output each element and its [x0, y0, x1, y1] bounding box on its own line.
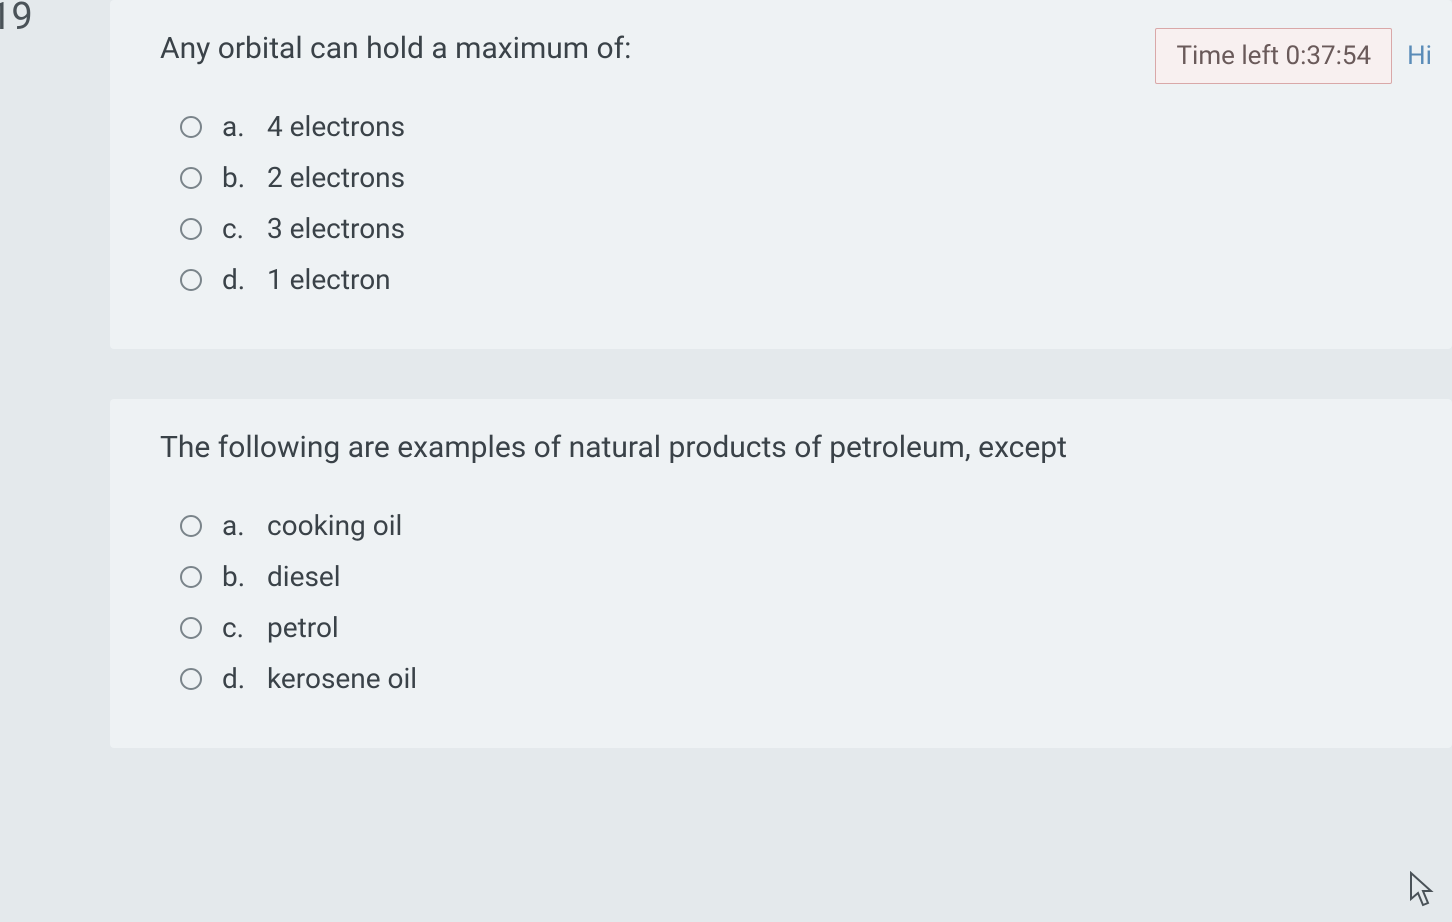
option-text: petrol [267, 611, 339, 644]
answer-option-2c[interactable]: c. petrol [160, 611, 1417, 644]
option-letter: a. [222, 110, 267, 143]
radio-1b[interactable] [180, 167, 202, 189]
timer-container: Time left 0:37:54 Hi [1155, 28, 1432, 84]
hide-timer-link[interactable]: Hi [1407, 41, 1432, 71]
option-text: 2 electrons [267, 161, 405, 194]
answer-option-1d[interactable]: d. 1 electron [160, 263, 1417, 296]
question-gap [0, 349, 1452, 399]
option-text: cooking oil [267, 509, 402, 542]
option-letter: c. [222, 212, 267, 245]
option-letter: b. [222, 161, 267, 194]
option-letter: b. [222, 560, 267, 593]
option-text: 1 electron [267, 263, 391, 296]
answer-option-1b[interactable]: b. 2 electrons [160, 161, 1417, 194]
radio-2a[interactable] [180, 515, 202, 537]
option-text: diesel [267, 560, 341, 593]
answer-option-2a[interactable]: a. cooking oil [160, 509, 1417, 542]
option-text: 3 electrons [267, 212, 405, 245]
option-text: 4 electrons [267, 110, 405, 143]
answer-option-2b[interactable]: b. diesel [160, 560, 1417, 593]
option-letter: d. [222, 662, 267, 695]
radio-2c[interactable] [180, 617, 202, 639]
radio-1c[interactable] [180, 218, 202, 240]
option-letter: a. [222, 509, 267, 542]
timer-badge: Time left 0:37:54 [1155, 28, 1392, 84]
radio-1a[interactable] [180, 116, 202, 138]
cursor-icon [1409, 871, 1437, 917]
radio-2d[interactable] [180, 668, 202, 690]
option-letter: d. [222, 263, 267, 296]
radio-1d[interactable] [180, 269, 202, 291]
option-letter: c. [222, 611, 267, 644]
answer-option-2d[interactable]: d. kerosene oil [160, 662, 1417, 695]
option-text: kerosene oil [267, 662, 417, 695]
answer-option-1c[interactable]: c. 3 electrons [160, 212, 1417, 245]
question-number: 19 [0, 0, 33, 39]
question-card-2: The following are examples of natural pr… [110, 399, 1452, 748]
answer-option-1a[interactable]: a. 4 electrons [160, 110, 1417, 143]
question-text-2: The following are examples of natural pr… [160, 427, 1417, 469]
radio-2b[interactable] [180, 566, 202, 588]
